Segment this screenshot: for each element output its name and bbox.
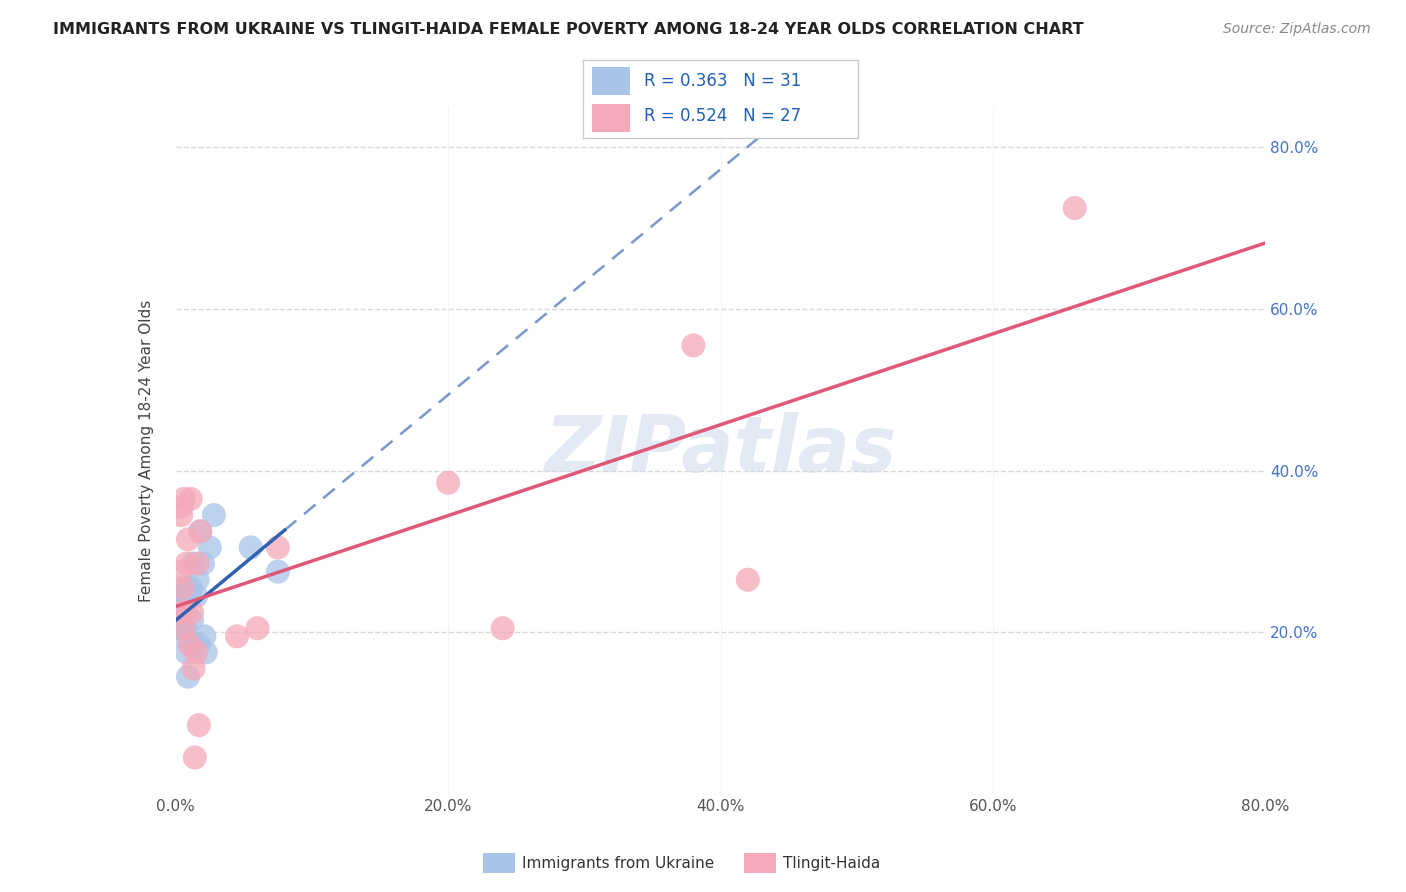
Point: [169, 613, 191, 627]
Point: [183, 662, 205, 676]
Point: [174, 605, 197, 619]
Text: R = 0.363   N = 31: R = 0.363 N = 31: [644, 72, 801, 90]
Point: [183, 637, 205, 651]
Point: [173, 597, 195, 611]
Point: [173, 613, 195, 627]
Y-axis label: Female Poverty Among 18-24 Year Olds: Female Poverty Among 18-24 Year Olds: [139, 300, 155, 601]
Text: ZIPatlas: ZIPatlas: [544, 412, 897, 489]
Point: [194, 645, 217, 659]
Point: [176, 557, 198, 571]
Point: [177, 581, 200, 595]
Point: [184, 750, 207, 764]
Point: [172, 621, 194, 635]
Point: [172, 581, 194, 595]
Bar: [744, 854, 776, 873]
Point: [170, 508, 193, 522]
Point: [186, 645, 208, 659]
Point: [181, 613, 204, 627]
Point: [187, 637, 209, 651]
Point: [186, 573, 209, 587]
Point: [193, 629, 215, 643]
Point: [177, 533, 200, 547]
Point: [172, 629, 194, 643]
Point: [202, 508, 225, 522]
Point: [170, 589, 193, 603]
Point: [170, 621, 193, 635]
Point: [246, 621, 269, 635]
Text: Tlingit-Haida: Tlingit-Haida: [783, 856, 880, 871]
Text: Immigrants from Ukraine: Immigrants from Ukraine: [523, 856, 714, 871]
Point: [170, 605, 193, 619]
Point: [173, 621, 195, 635]
Point: [172, 597, 194, 611]
Bar: [592, 67, 630, 95]
Point: [191, 557, 214, 571]
Bar: [592, 103, 630, 132]
Point: [176, 645, 198, 659]
Point: [737, 573, 759, 587]
Point: [180, 491, 202, 506]
Point: [183, 557, 205, 571]
Point: [492, 621, 515, 635]
Point: [172, 605, 194, 619]
Point: [173, 491, 195, 506]
Point: [186, 557, 209, 571]
Point: [179, 637, 201, 651]
Point: [188, 524, 211, 539]
Text: IMMIGRANTS FROM UKRAINE VS TLINGIT-HAIDA FEMALE POVERTY AMONG 18-24 YEAR OLDS CO: IMMIGRANTS FROM UKRAINE VS TLINGIT-HAIDA…: [53, 22, 1084, 37]
Point: [187, 718, 209, 732]
Point: [267, 565, 290, 579]
Point: [169, 605, 191, 619]
Point: [239, 541, 262, 555]
Point: [174, 621, 197, 635]
Point: [682, 338, 704, 352]
Point: [169, 565, 191, 579]
Point: [198, 541, 221, 555]
Bar: [484, 854, 515, 873]
Point: [170, 500, 193, 514]
Point: [177, 670, 200, 684]
Point: [226, 629, 249, 643]
Point: [186, 589, 208, 603]
Point: [180, 581, 202, 595]
Text: R = 0.524   N = 27: R = 0.524 N = 27: [644, 107, 801, 125]
Point: [181, 605, 204, 619]
Point: [179, 589, 201, 603]
Point: [1063, 201, 1085, 215]
Text: Source: ZipAtlas.com: Source: ZipAtlas.com: [1223, 22, 1371, 37]
Point: [437, 475, 460, 490]
Point: [174, 605, 197, 619]
Point: [267, 541, 290, 555]
Point: [188, 524, 211, 539]
